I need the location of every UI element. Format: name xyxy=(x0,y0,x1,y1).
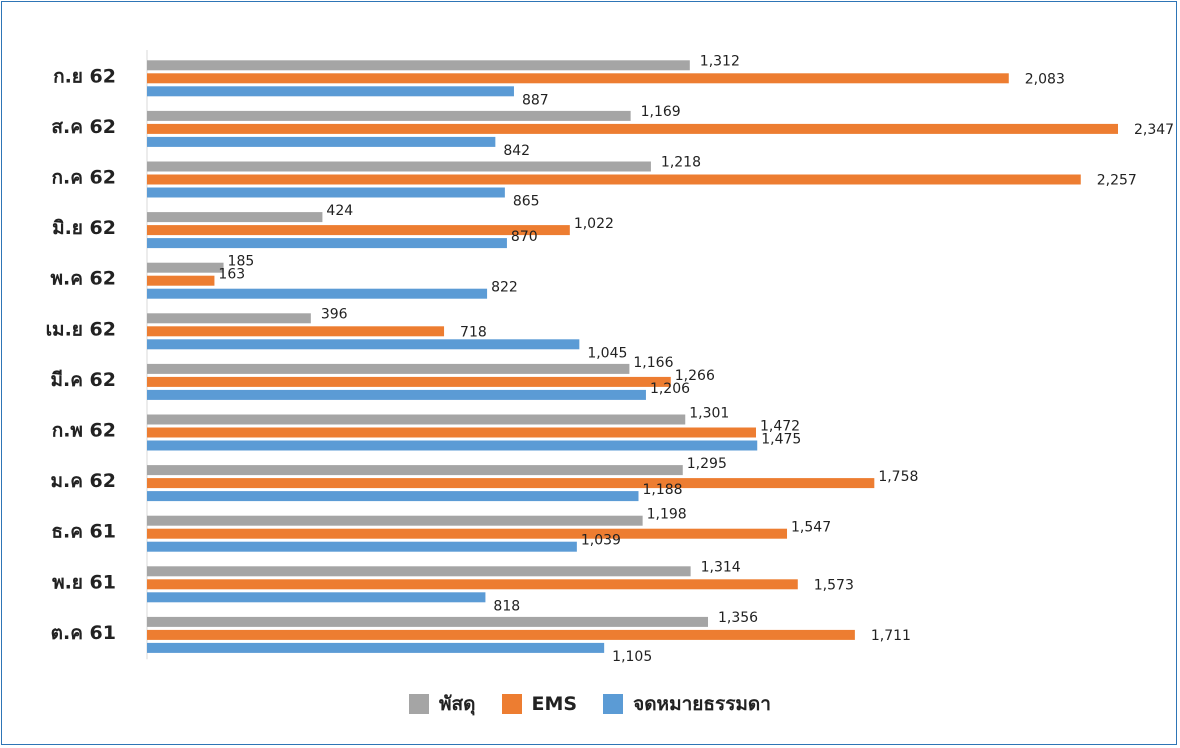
data-label: 865 xyxy=(513,194,540,210)
bar xyxy=(147,414,686,425)
legend-item-mail: จดหมายธรรมดา xyxy=(603,689,771,719)
bar xyxy=(147,440,758,451)
category-label: มี.ค 62 xyxy=(50,369,116,391)
data-label: 1,188 xyxy=(642,482,682,498)
data-label: 1,312 xyxy=(700,53,740,69)
bar xyxy=(147,326,445,337)
bar xyxy=(147,60,690,71)
category-label: พ.ค 62 xyxy=(50,268,116,290)
bar xyxy=(147,541,577,552)
bar xyxy=(147,376,671,387)
category-label: ธ.ค 61 xyxy=(51,521,116,543)
bar xyxy=(147,288,488,299)
bar xyxy=(147,339,580,350)
bar xyxy=(147,161,651,172)
bar xyxy=(147,174,1081,185)
bar xyxy=(147,262,224,273)
bar xyxy=(147,642,605,653)
category-label: ก.ย 62 xyxy=(53,65,116,87)
legend-swatch-ems xyxy=(501,694,522,714)
bar xyxy=(147,616,709,627)
bar xyxy=(147,86,514,97)
category-label: ก.ค 62 xyxy=(52,167,117,189)
bar xyxy=(147,212,323,223)
data-label: 1,711 xyxy=(871,628,911,644)
bar xyxy=(147,491,639,502)
data-label: 1,547 xyxy=(791,520,831,536)
data-label: 185 xyxy=(228,254,255,270)
bar-chart: ก.ย 62 1,312 2,083 887 ส.ค 62 1,169 2,347 842 ก.… xyxy=(46,50,1174,665)
category-label: มิ.ย 62 xyxy=(52,217,116,239)
data-label: 1,169 xyxy=(641,104,681,120)
category-label: เม.ย 62 xyxy=(46,318,116,340)
category-label: พ.ย 61 xyxy=(52,571,116,593)
legend-item-ems: EMS xyxy=(501,693,578,715)
data-label: 1,356 xyxy=(718,610,758,626)
data-label: 818 xyxy=(493,598,520,614)
data-label: 1,166 xyxy=(633,355,673,371)
data-label: 1,039 xyxy=(581,533,621,549)
legend-swatch-mail xyxy=(603,694,624,714)
bar xyxy=(147,225,570,236)
bar xyxy=(147,478,875,489)
data-label: 870 xyxy=(511,229,538,245)
data-label: 1,022 xyxy=(574,216,614,232)
data-label: 1,198 xyxy=(647,507,687,523)
bar xyxy=(147,515,643,526)
data-label: 1,266 xyxy=(675,368,715,384)
data-label: 822 xyxy=(491,280,518,296)
bar xyxy=(147,465,683,476)
data-label: 1,105 xyxy=(612,649,652,665)
bar xyxy=(147,566,691,577)
data-label: 2,257 xyxy=(1097,173,1137,189)
data-label: 2,347 xyxy=(1134,122,1174,138)
data-label: 396 xyxy=(321,306,348,322)
data-label: 1,472 xyxy=(760,419,800,435)
bar xyxy=(147,629,855,640)
data-label: 887 xyxy=(522,92,549,108)
category-label: ก.พ 62 xyxy=(52,420,116,442)
bar xyxy=(147,528,788,539)
bar xyxy=(147,389,646,400)
bar xyxy=(147,73,1009,84)
data-label: 1,045 xyxy=(587,345,627,361)
bar xyxy=(147,110,631,121)
bar xyxy=(147,313,311,324)
data-label: 1,301 xyxy=(689,406,729,422)
bar xyxy=(147,187,505,198)
legend-label-ems: EMS xyxy=(531,693,578,715)
legend-label-parcel: พัสดุ xyxy=(439,693,476,715)
category-label: ต.ค 61 xyxy=(51,622,116,644)
data-label: 1,206 xyxy=(650,381,690,397)
bar xyxy=(147,275,215,286)
data-label: 842 xyxy=(503,143,530,159)
category-label: ม.ค 62 xyxy=(50,470,116,492)
category-label: ส.ค 62 xyxy=(51,116,116,138)
legend: พัสดุ EMS จดหมายธรรมดา xyxy=(0,688,1180,720)
data-label: 163 xyxy=(218,267,245,283)
data-label: 1,573 xyxy=(814,577,854,593)
bar xyxy=(147,579,798,590)
bar xyxy=(147,123,1118,134)
data-label: 718 xyxy=(460,324,487,340)
data-label: 1,218 xyxy=(661,155,701,171)
bar xyxy=(147,238,507,249)
bar xyxy=(147,136,496,147)
data-label: 2,083 xyxy=(1025,71,1065,87)
data-label: 1,758 xyxy=(878,469,918,485)
bar xyxy=(147,363,630,374)
data-label: 1,314 xyxy=(701,559,741,575)
legend-swatch-parcel xyxy=(409,694,430,714)
data-label: 1,295 xyxy=(687,456,727,472)
data-label: 1,475 xyxy=(761,432,801,448)
bar xyxy=(147,427,756,438)
legend-item-parcel: พัสดุ xyxy=(409,689,476,719)
data-label: 424 xyxy=(326,203,353,219)
bar xyxy=(147,592,486,603)
legend-label-mail: จดหมายธรรมดา xyxy=(633,693,771,715)
